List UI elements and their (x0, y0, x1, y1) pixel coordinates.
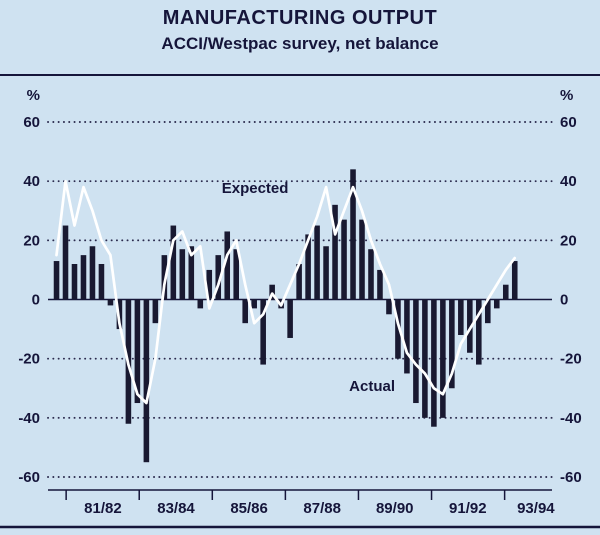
actual-bar (197, 299, 204, 309)
y-tick-label-left: 40 (23, 173, 40, 190)
actual-bar (377, 269, 383, 300)
actual-bar (493, 299, 500, 309)
actual-bar (422, 299, 428, 418)
y-tick-label-right: -40 (560, 410, 582, 427)
series-label-actual: Actual (349, 378, 395, 395)
actual-bar (206, 269, 213, 300)
actual-bar (341, 219, 347, 300)
y-axis-unit-right: % (560, 87, 573, 104)
y-tick-label-right: 40 (560, 173, 577, 190)
actual-bar (170, 225, 177, 300)
actual-bar (368, 249, 374, 300)
actual-bar (440, 299, 446, 418)
x-tick-label: 91/92 (449, 500, 487, 517)
actual-bar (269, 284, 275, 300)
y-axis-unit-left: % (27, 87, 40, 104)
y-tick-label-left: 60 (23, 114, 40, 131)
actual-bar (359, 219, 365, 300)
actual-bar (386, 299, 392, 315)
y-tick-label-left: 20 (23, 232, 40, 249)
actual-bar (53, 261, 60, 300)
actual-bar (296, 264, 302, 300)
actual-bar (476, 299, 482, 365)
x-tick-label: 87/88 (303, 500, 341, 517)
actual-bar (350, 169, 356, 300)
actual-bar (233, 249, 239, 300)
x-tick-label: 89/90 (376, 500, 414, 517)
chart-subtitle: ACCI/Westpac survey, net balance (161, 34, 438, 53)
actual-bar (89, 246, 96, 300)
y-tick-label-right: -60 (560, 469, 582, 486)
actual-bar (161, 255, 168, 300)
actual-bar (107, 299, 114, 306)
actual-bar (404, 299, 410, 374)
actual-bar (152, 299, 159, 324)
x-tick-label: 81/82 (84, 500, 122, 517)
actual-bar (467, 299, 473, 353)
actual-bar (502, 284, 509, 300)
actual-bar (62, 225, 69, 300)
actual-bar (305, 234, 311, 300)
x-tick-label: 83/84 (157, 500, 195, 517)
actual-bar (431, 299, 437, 427)
actual-bar (260, 299, 266, 365)
y-tick-label-left: -60 (18, 469, 40, 486)
actual-bar (511, 261, 518, 300)
y-tick-label-left: 0 (32, 292, 40, 309)
actual-bar (242, 299, 248, 324)
actual-bar (314, 225, 320, 300)
y-tick-label-right: -20 (560, 351, 582, 368)
actual-bar (143, 299, 150, 463)
y-tick-label-right: 0 (560, 292, 568, 309)
actual-bar (224, 231, 231, 300)
actual-bar (80, 255, 87, 300)
y-tick-label-left: -20 (18, 351, 40, 368)
x-tick-label: 93/94 (517, 500, 555, 517)
x-tick-label: 85/86 (230, 500, 268, 517)
chart-title: MANUFACTURING OUTPUT (163, 7, 437, 29)
actual-bar (71, 264, 78, 300)
actual-bar (323, 246, 329, 300)
actual-bar (395, 299, 401, 359)
y-tick-label-right: 20 (560, 232, 577, 249)
actual-bar (179, 249, 186, 300)
actual-bar (188, 246, 195, 300)
y-tick-label-right: 60 (560, 114, 577, 131)
actual-bar (485, 299, 491, 324)
actual-bar (98, 264, 105, 300)
actual-bar (458, 299, 464, 335)
actual-bar (134, 299, 141, 404)
actual-bar (251, 299, 257, 309)
actual-bar (215, 255, 222, 300)
actual-bar (413, 299, 419, 404)
actual-bar (449, 299, 455, 389)
actual-bar (332, 204, 338, 300)
expected-line (55, 179, 517, 405)
actual-bar (287, 299, 293, 338)
y-tick-label-left: -40 (18, 410, 40, 427)
series-label-expected: Expected (222, 180, 289, 197)
